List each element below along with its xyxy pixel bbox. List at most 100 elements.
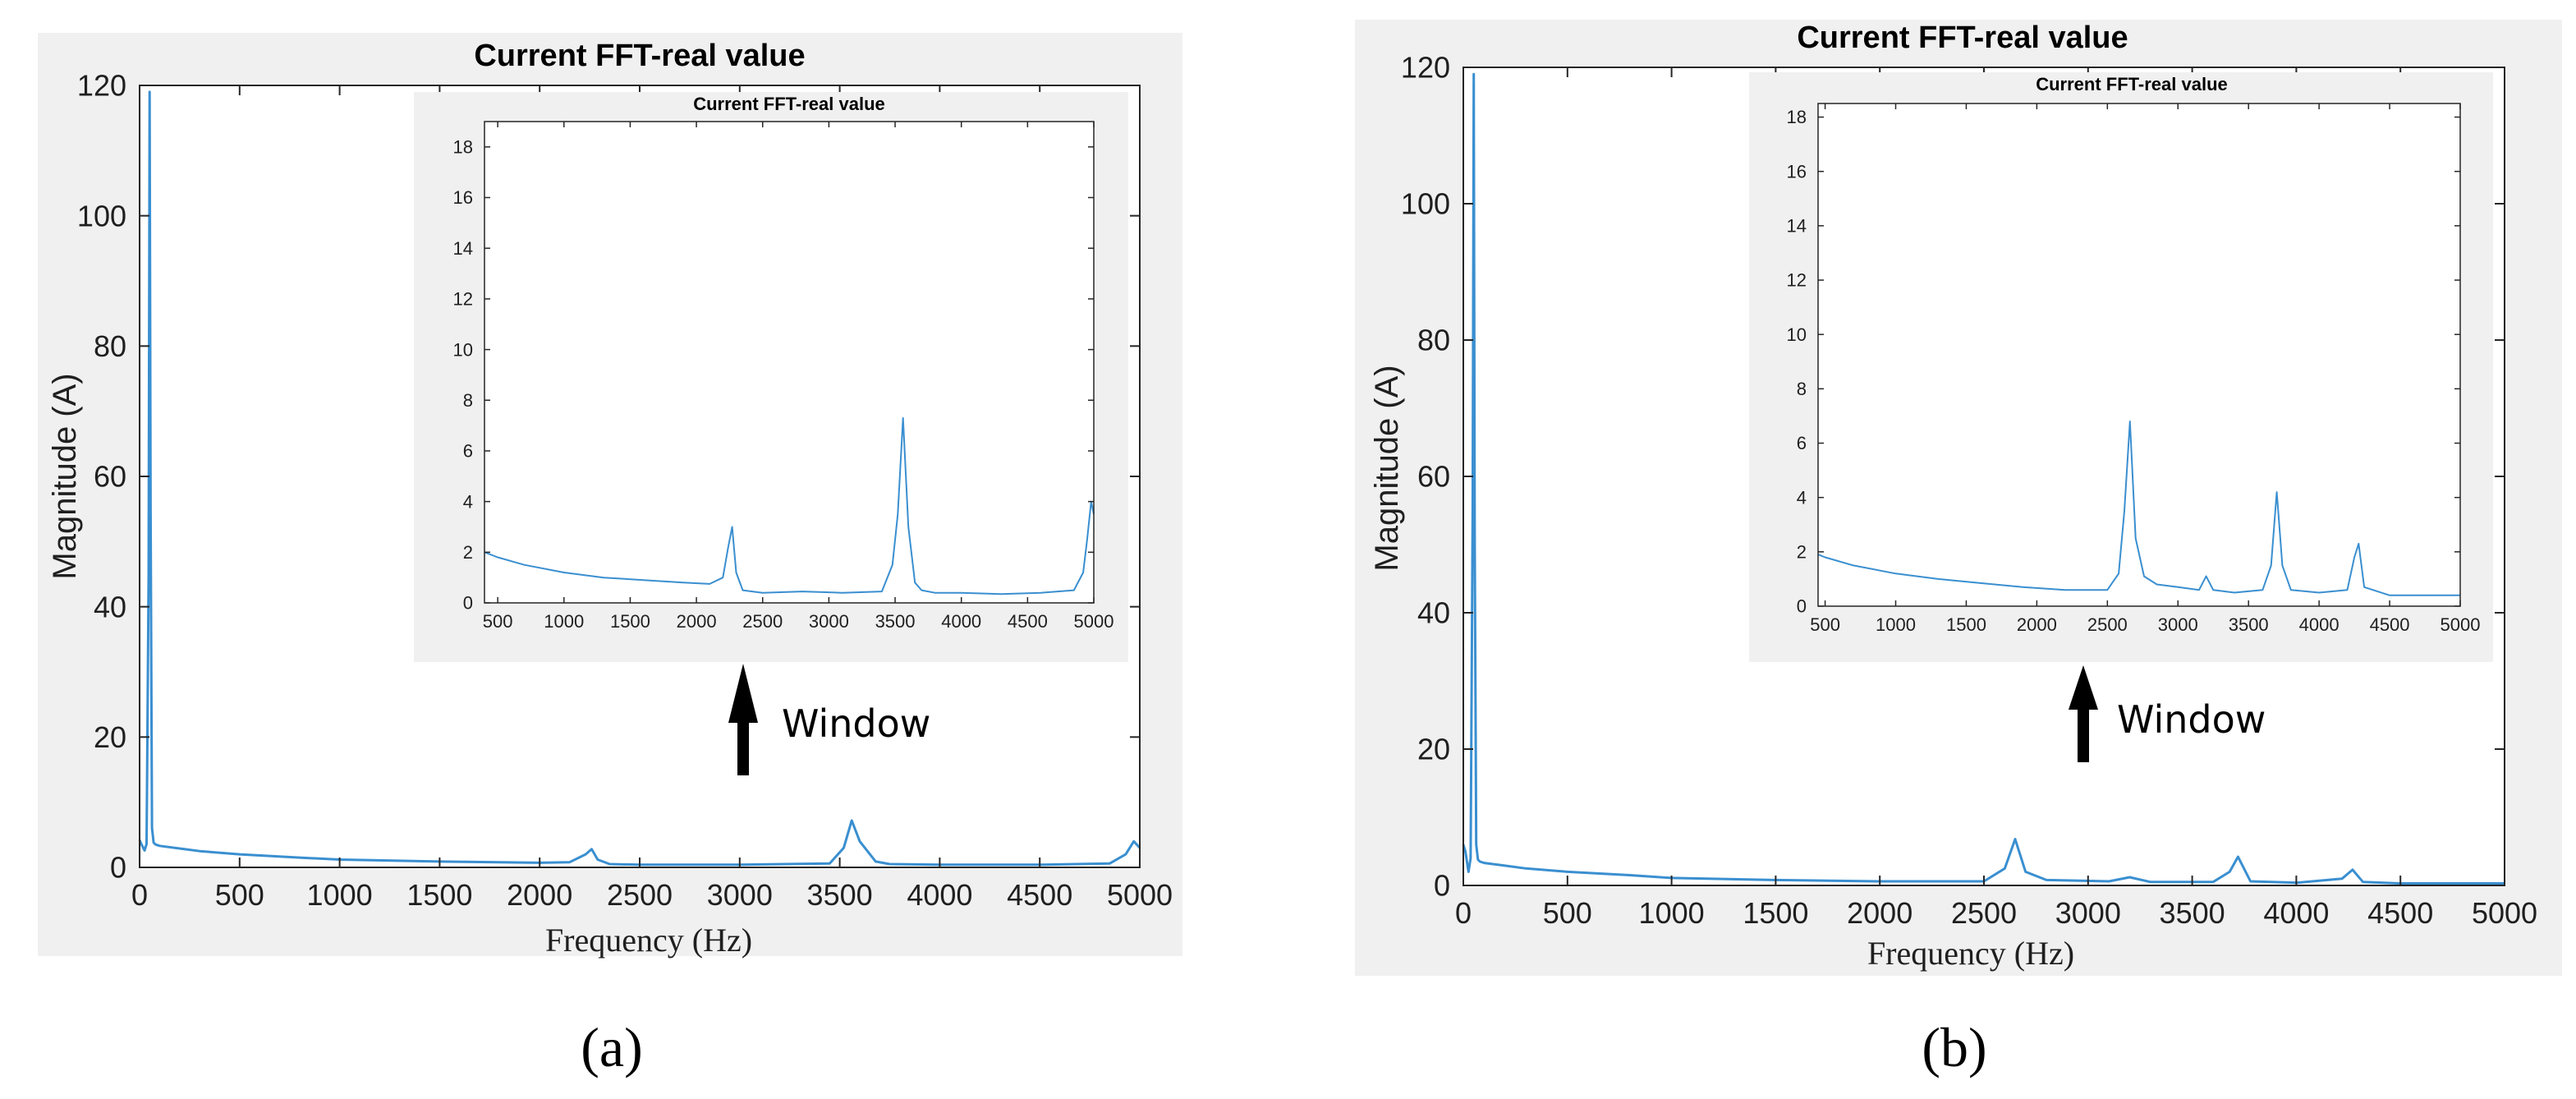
panel-b-inset-axes-area [1818, 103, 2460, 606]
panel-a-ytick-label: 0 [110, 851, 126, 885]
panel-b-inset-xtick-label: 1000 [1876, 614, 1916, 635]
arrow-icon [2078, 703, 2089, 762]
panel-b-ytick-label: 80 [1417, 324, 1450, 357]
panel-a-inset-xtick-label: 2000 [677, 611, 717, 632]
panel-a-inset-ytick-label: 12 [453, 289, 473, 310]
panel-b-inset-ytick-label: 16 [1787, 161, 1807, 182]
panel-a-inset-xtick-label: 3000 [809, 611, 849, 632]
panel-a-inset-xtick-label: 4500 [1008, 611, 1048, 632]
panel-a-inset-title: Current FFT-real value [693, 94, 885, 114]
panel-b-xtick-label: 500 [1543, 896, 1592, 930]
panel-a-xtick-label: 4500 [1007, 878, 1072, 912]
panel-a-inset-ytick-label: 14 [453, 238, 473, 259]
panel-a-inset-xtick-label: 2500 [742, 611, 783, 632]
panel-b-inset-ytick-label: 6 [1797, 433, 1807, 453]
panel-b-ytick-label: 120 [1401, 51, 1450, 85]
panel-b-ytick-label: 20 [1417, 733, 1450, 766]
panel-b-xtick-label: 4000 [2263, 896, 2329, 930]
panel-b-ytick-label: 40 [1417, 596, 1450, 630]
panel-b-inset-xtick-label: 4000 [2299, 614, 2340, 635]
panel-a-inset-ytick-label: 2 [463, 542, 473, 563]
panel-a-xtick-label: 1000 [307, 878, 373, 912]
panel-a-ytick-label: 100 [77, 199, 126, 232]
panel-a-xtick-label: 0 [131, 878, 148, 912]
panel-b-xtick-label: 2000 [1847, 896, 1912, 930]
panel-b-ytick-label: 0 [1434, 869, 1450, 903]
panel-a-ytick-label: 120 [77, 69, 126, 103]
panel-a-inset-xtick-label: 1500 [610, 611, 650, 632]
panel-b-series-line [1462, 72, 2505, 885]
arrow-head-icon [2069, 665, 2098, 710]
panel-a-inset-axes-area [484, 122, 1094, 603]
panel-a-inset-xtick-label: 1000 [544, 611, 584, 632]
panel-a-inset-xtick-label: 500 [483, 611, 513, 632]
panel-b-inset-xtick-label: 2000 [2017, 614, 2057, 635]
panel-b-xtick-label: 1000 [1639, 896, 1705, 930]
arrow-icon [737, 716, 749, 775]
panel-b-window-label: Window [2117, 697, 2266, 742]
panel-b-inset-xtick-label: 1500 [1946, 614, 1986, 635]
panel-b-ylabel: Magnitude (A) [1369, 365, 1405, 571]
panel-b: 0 500 1000 1500 2000 2500 3000 3500 4000 4500 5000… [1355, 20, 2562, 1078]
panel-a-window-label: Window [782, 701, 930, 746]
panel-a-xtick-label: 2500 [607, 878, 673, 912]
panel-b-inset-xtick-label: 3000 [2158, 614, 2198, 635]
panel-b-ytick-label: 60 [1417, 460, 1450, 494]
panel-a-xlabel: Frequency (Hz) [545, 922, 752, 959]
panel-b-xtick-label: 4500 [2367, 896, 2433, 930]
panel-a-inset-xtick-label: 4000 [941, 611, 981, 632]
panel-b-inset-xtick-label: 3500 [2229, 614, 2269, 635]
panel-a-xtick-label: 3000 [707, 878, 773, 912]
panel-a-ytick-label: 80 [94, 329, 126, 363]
panel-b-inset-title: Current FFT-real value [2036, 74, 2228, 94]
panel-b-inset-ytick-label: 10 [1787, 324, 1807, 345]
panel-b-inset-xtick-label: 5000 [2441, 614, 2481, 635]
panel-b-inset-ytick-label: 0 [1797, 596, 1807, 617]
panel-b-xtick-label: 2500 [1951, 896, 2017, 930]
panel-b-inset-ytick-label: 12 [1787, 270, 1807, 291]
panel-b-title: Current FFT-real value [1797, 21, 2128, 55]
panel-b-inset-ytick-label: 14 [1787, 216, 1807, 237]
panel-a-ytick-label: 20 [94, 720, 126, 754]
panel-a-inset-xtick-label: 5000 [1074, 611, 1114, 632]
panel-b-inset-xtick-label: 500 [1810, 614, 1840, 635]
panel-a-xtick-label: 1500 [406, 878, 472, 912]
panel-b-inset: 500 1000 1500 2000 2500 3000 3500 4000 4500 5000 0… [1749, 72, 2493, 662]
panel-a-ytick-label: 60 [94, 460, 126, 494]
panel-a-inset-ytick-label: 10 [453, 339, 473, 360]
panel-a-caption: (a) [581, 1016, 642, 1078]
panel-a-ytick-label: 40 [94, 590, 126, 623]
panel-a-inset-ytick-label: 6 [463, 441, 473, 462]
panel-b-xtick-label: 1500 [1743, 896, 1808, 930]
panel-a-window-annotation: Window [728, 664, 930, 775]
panel-b-xtick-label: 3000 [2055, 896, 2121, 930]
panel-a-series-line [138, 90, 1141, 867]
panel-b-inset-xtick-label: 4500 [2370, 614, 2410, 635]
panel-a: 0 500 1000 1500 2000 2500 3000 3500 4000 4500 5000… [38, 33, 1182, 1078]
panel-b-inset-xtick-label: 2500 [2087, 614, 2128, 635]
panel-a-inset-axes-box [484, 121, 1095, 604]
panel-b-ytick-label: 100 [1401, 187, 1450, 221]
panel-a-xtick-label: 5000 [1107, 878, 1173, 912]
panel-a-xtick-label: 2000 [507, 878, 572, 912]
panel-b-inset-ytick-label: 8 [1797, 379, 1807, 399]
panel-a-inset-ytick-label: 18 [453, 137, 473, 158]
panel-a-xtick-label: 500 [215, 878, 264, 912]
panel-a-title: Current FFT-real value [474, 39, 805, 73]
panel-a-inset-series-line [484, 416, 1095, 595]
panel-b-window-annotation: Window [2069, 665, 2266, 762]
panel-b-inset-ytick-label: 2 [1797, 542, 1807, 563]
panel-b-xlabel: Frequency (Hz) [1867, 935, 2074, 972]
panel-b-inset-ytick-label: 18 [1787, 107, 1807, 127]
panel-a-inset-ytick-label: 8 [463, 390, 473, 411]
panel-b-inset-axes-box [1817, 103, 2461, 607]
panel-a-xtick-label: 3500 [807, 878, 873, 912]
panel-a-inset-xtick-label: 3500 [875, 611, 916, 632]
panel-a-inset: 500 1000 1500 2000 2500 3000 3500 4000 4500 5000 0… [414, 92, 1128, 662]
panel-b-xtick-label: 0 [1455, 896, 1472, 930]
panel-b-xtick-label: 3500 [2160, 896, 2225, 930]
panel-a-ylabel: Magnitude (A) [47, 373, 83, 579]
panel-b-xtick-label: 5000 [2472, 896, 2537, 930]
arrow-head-icon [728, 664, 758, 723]
